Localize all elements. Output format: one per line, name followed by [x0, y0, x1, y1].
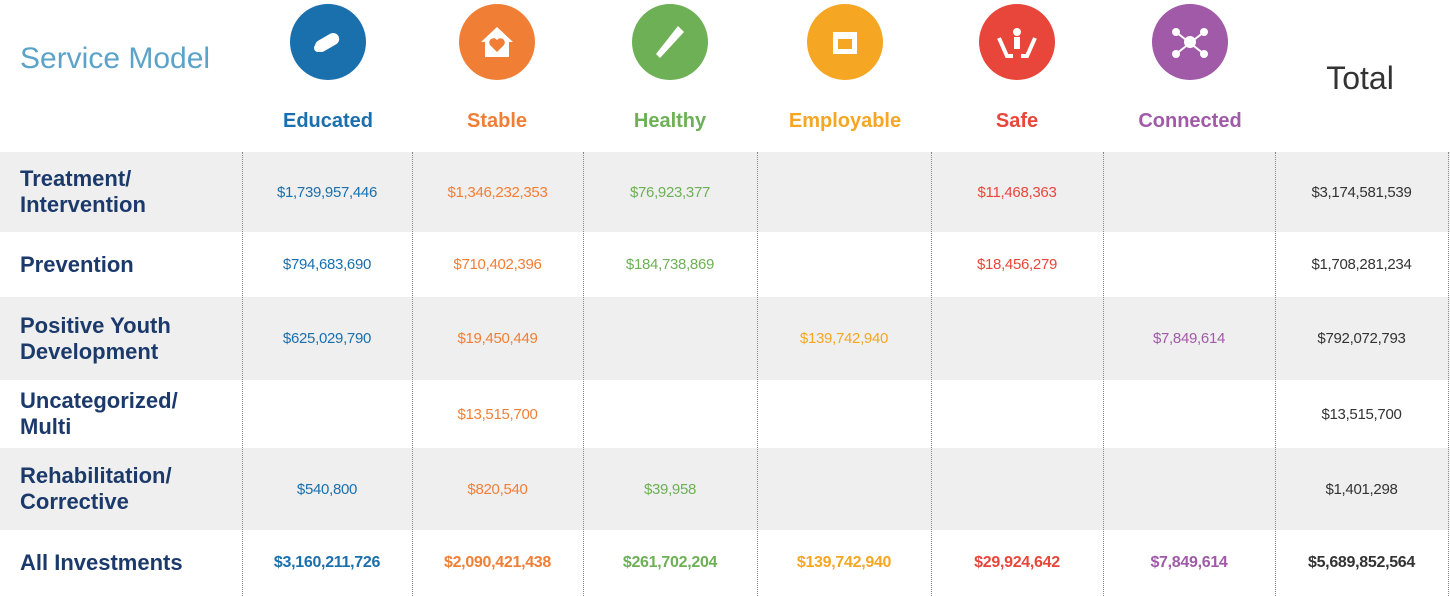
table-cell: $3,174,581,539 — [1311, 183, 1412, 201]
column-label: Connected — [1138, 110, 1242, 132]
column-label: Safe — [995, 110, 1039, 132]
table-cell: $625,029,790 — [282, 330, 372, 347]
table-cell: $13,515,700 — [457, 405, 538, 423]
column-icon — [977, 2, 1057, 82]
column-icon — [630, 2, 710, 82]
row-background — [0, 297, 1450, 380]
table-cell: $7,849,614 — [1152, 330, 1226, 347]
column-label: Healthy — [633, 110, 707, 132]
column-divider — [931, 152, 932, 596]
table-cell: $39,958 — [643, 480, 697, 498]
table-cell: $13,515,700 — [1321, 405, 1402, 423]
table-cell: $794,683,690 — [282, 256, 372, 273]
table-cell: $1,708,281,234 — [1311, 256, 1412, 273]
table-cell: $139,742,940 — [799, 330, 889, 347]
table-cell: $710,402,396 — [453, 256, 542, 273]
column-divider — [412, 152, 413, 596]
column-label: Employable — [788, 110, 902, 132]
icon-graphic — [807, 4, 883, 80]
table-cell: $7,849,614 — [1150, 554, 1228, 571]
column-divider — [757, 152, 758, 596]
table-cell: $184,738,869 — [625, 256, 715, 273]
row-label: Prevention — [20, 251, 134, 277]
column-divider — [1448, 152, 1449, 596]
table-cell: $1,739,957,446 — [276, 183, 378, 201]
column-icon — [1150, 2, 1230, 82]
icon-graphic — [290, 4, 366, 80]
icon-graphic — [979, 4, 1055, 80]
row-label: Rehabilitation/ Corrective — [20, 463, 172, 514]
table-cell: $19,450,449 — [457, 330, 538, 347]
table-cell: $820,540 — [467, 480, 528, 498]
column-divider — [583, 152, 584, 596]
row-label: All Investments — [20, 550, 183, 575]
table-cell: $139,742,940 — [796, 554, 892, 571]
row-background — [0, 448, 1450, 530]
table-cell: $261,702,204 — [622, 554, 718, 571]
table-cell: $1,401,298 — [1325, 480, 1398, 498]
icon-graphic — [459, 4, 535, 80]
total-label: Total — [1326, 60, 1394, 96]
title: Service Model — [20, 42, 211, 75]
row-label: Uncategorized/ Multi — [20, 388, 178, 439]
row-background — [0, 152, 1450, 232]
icon-graphic — [632, 4, 708, 80]
table-cell: $1,346,232,353 — [447, 183, 548, 201]
column-label: Stable — [466, 110, 528, 132]
column-icon — [288, 2, 368, 82]
table-cell: $540,800 — [296, 480, 358, 498]
column-divider — [1103, 152, 1104, 596]
table-cell: $29,924,642 — [974, 554, 1060, 571]
column-icon — [805, 2, 885, 82]
column-label: Educated — [282, 110, 374, 132]
table-cell: $5,689,852,564 — [1307, 554, 1416, 571]
column-divider — [242, 152, 243, 596]
column-icon — [457, 2, 537, 82]
icon-graphic — [1152, 4, 1228, 80]
table-cell: $11,468,363 — [977, 183, 1057, 201]
column-divider — [1275, 152, 1276, 596]
table-cell: $76,923,377 — [629, 183, 711, 201]
table-cell: $3,160,211,726 — [273, 554, 381, 571]
table-cell: $18,456,279 — [976, 256, 1058, 273]
row-label: Positive Youth Development — [20, 312, 171, 364]
table-cell: $792,072,793 — [1317, 330, 1406, 347]
table-cell: $2,090,421,438 — [443, 554, 552, 571]
row-label: Treatment/ Intervention — [20, 166, 146, 217]
